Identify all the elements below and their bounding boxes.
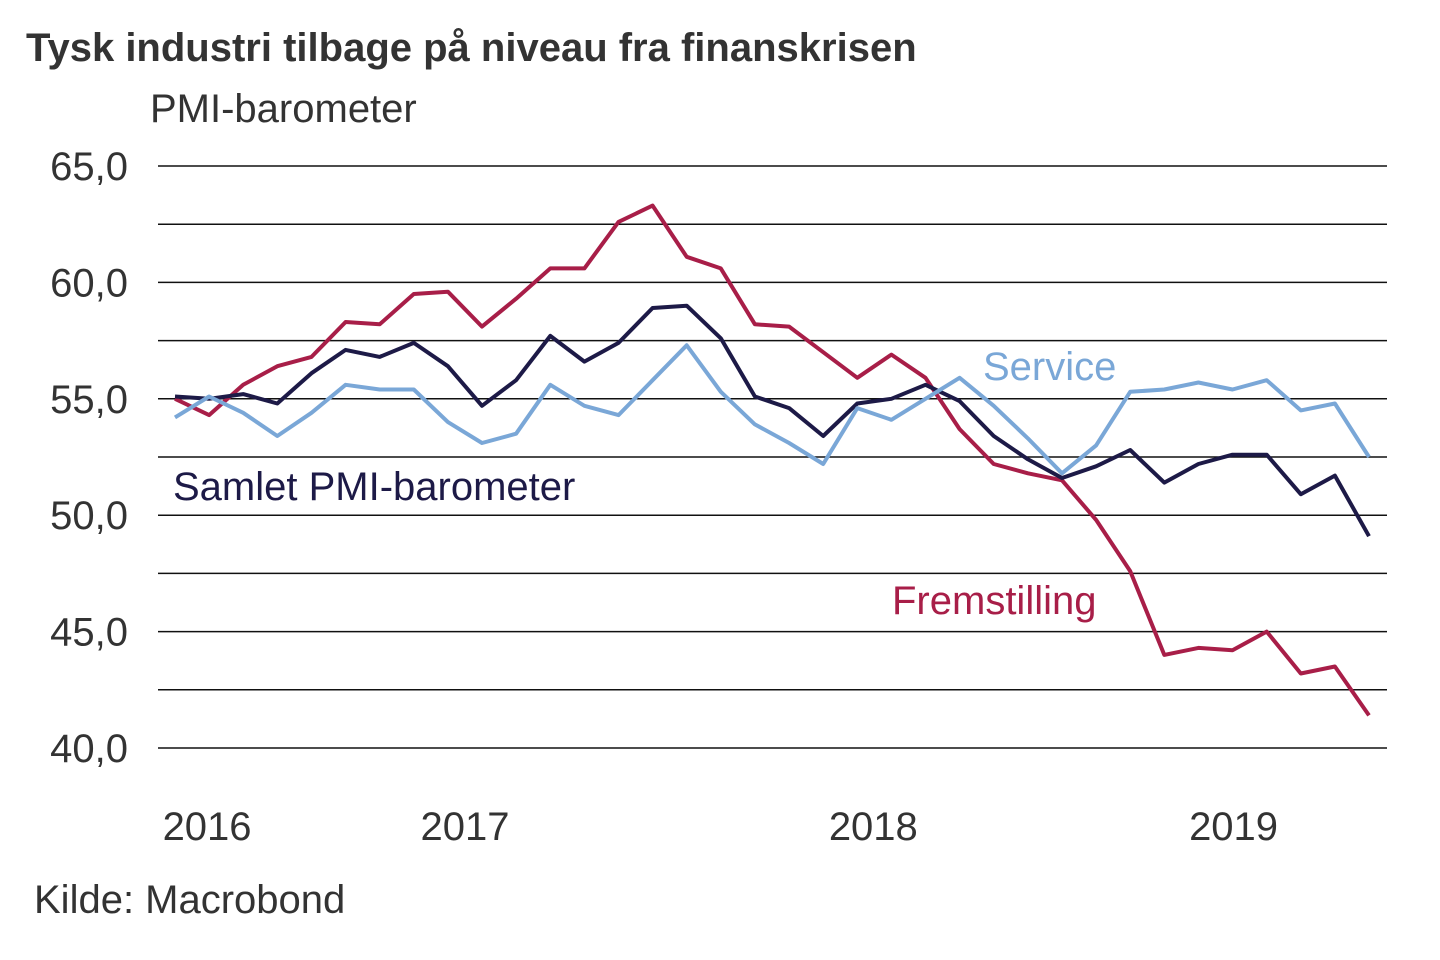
x-tick-label: 2017 [420, 805, 509, 849]
x-tick-label: 2018 [829, 805, 918, 849]
series-label-fremstilling: Fremstilling [892, 579, 1096, 623]
source-note: Kilde: Macrobond [34, 878, 346, 922]
y-tick-label: 65,0 [50, 145, 128, 189]
y-tick-label: 50,0 [50, 494, 128, 538]
series-line-samlet-pmi-barometer [174, 303, 1371, 538]
y-tick-label: 40,0 [50, 727, 128, 771]
x-tick-label: 2019 [1189, 805, 1278, 849]
series-line-fremstilling [174, 203, 1371, 717]
series-label-samlet: Samlet PMI-barometer [173, 465, 575, 509]
y-axis-label: PMI-barometer [150, 87, 417, 131]
x-tick-label: 2016 [163, 805, 252, 849]
y-tick-label: 60,0 [50, 261, 128, 305]
series-label-service: Service [983, 345, 1116, 389]
chart-title: Tysk industri tilbage på niveau fra fina… [26, 26, 917, 70]
y-tick-label: 55,0 [50, 378, 128, 422]
y-tick-label: 45,0 [50, 611, 128, 655]
series-line-service [173, 343, 1371, 476]
